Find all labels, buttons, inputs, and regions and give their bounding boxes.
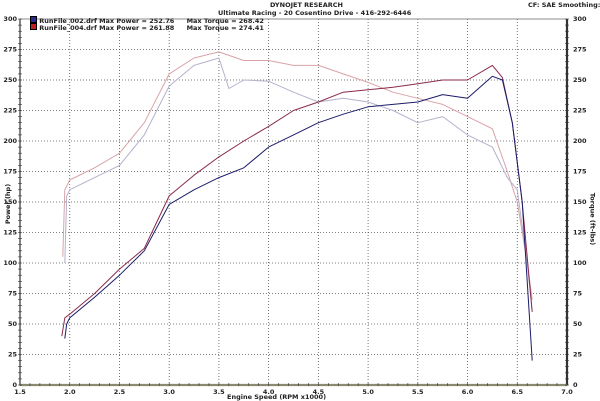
y-tick-right: 25	[573, 351, 583, 359]
y-tick-left: 300	[3, 15, 17, 23]
y-tick-left: 250	[3, 76, 17, 84]
x-tick: 1.5	[14, 388, 26, 396]
y-tick-left: 125	[3, 229, 17, 237]
legend-swatch-002	[30, 16, 37, 23]
legend-torque-004: Max Torque = 274.41	[186, 24, 264, 32]
y-tick-left: 75	[8, 290, 18, 298]
settings-label: CF: SAE Smoothing: 5	[528, 1, 600, 9]
y-tick-right: 275	[573, 46, 587, 54]
y-tick-right: 225	[573, 107, 587, 115]
x-tick: 5.0	[362, 388, 374, 396]
legend-power-002: Max Power = 252.76	[99, 17, 175, 25]
chart-subtitle: Ultimate Racing - 20 Cosentino Drive - 4…	[218, 9, 412, 17]
x-tick: 6.5	[512, 388, 524, 396]
y-tick-left: 175	[3, 168, 17, 176]
svg-text:0: 0	[573, 381, 578, 389]
x-tick: 2.5	[114, 388, 126, 396]
y-tick-right: 125	[573, 229, 587, 237]
x-tick: 4.0	[263, 388, 275, 396]
y-tick-left: 225	[3, 107, 17, 115]
y-tick-right: 50	[573, 320, 583, 328]
x-tick: 7.0	[561, 388, 573, 396]
x-tick: 3.5	[213, 388, 225, 396]
y-tick-left: 150	[3, 198, 17, 206]
y-tick-left: 25	[8, 351, 18, 359]
legend-swatch-004	[30, 23, 37, 30]
y-tick-right: 250	[573, 76, 587, 84]
legend-file-002: RunFile_002.drf	[39, 17, 97, 25]
x-tick: 4.5	[313, 388, 325, 396]
y-tick-left: 50	[8, 320, 18, 328]
y-tick-left: 275	[3, 46, 17, 54]
y-tick-left: 100	[3, 259, 17, 267]
y-tick-right: 100	[573, 259, 587, 267]
y-axis-label-left: Power (hp)	[4, 183, 13, 225]
y-axis-label-right: Torque (ft-lbs)	[588, 192, 597, 246]
y-tick-right: 75	[573, 290, 583, 298]
x-axis-label: Engine Speed (RPM x1000)	[227, 393, 327, 401]
y-tick-right: 175	[573, 168, 587, 176]
series-line-1	[64, 57, 533, 312]
svg-text:300: 300	[573, 15, 587, 23]
chart-title: DYNOJET RESEARCH	[270, 1, 343, 9]
legend-power-004: Max Power = 261.88	[99, 24, 175, 32]
y-tick-right: 200	[573, 137, 587, 145]
y-tick-left: 200	[3, 137, 17, 145]
legend-entry-002: RunFile_002.drf Max Power = 252.76 Max T…	[30, 16, 264, 25]
legend-entry-004: RunFile_004.drf Max Power = 261.88 Max T…	[30, 23, 264, 32]
legend-torque-002: Max Torque = 268.42	[186, 17, 264, 25]
series-line-2	[61, 64, 533, 337]
y-tick-right: 150	[573, 198, 587, 206]
x-tick: 6.0	[462, 388, 474, 396]
series-line-3	[64, 75, 533, 361]
x-tick: 2.0	[64, 388, 76, 396]
y-tick-left: 0	[12, 381, 17, 389]
x-tick: 5.5	[412, 388, 424, 396]
legend-file-004: RunFile_004.drf	[39, 24, 97, 32]
x-tick: 3.0	[163, 388, 175, 396]
series-line-0	[62, 51, 533, 300]
